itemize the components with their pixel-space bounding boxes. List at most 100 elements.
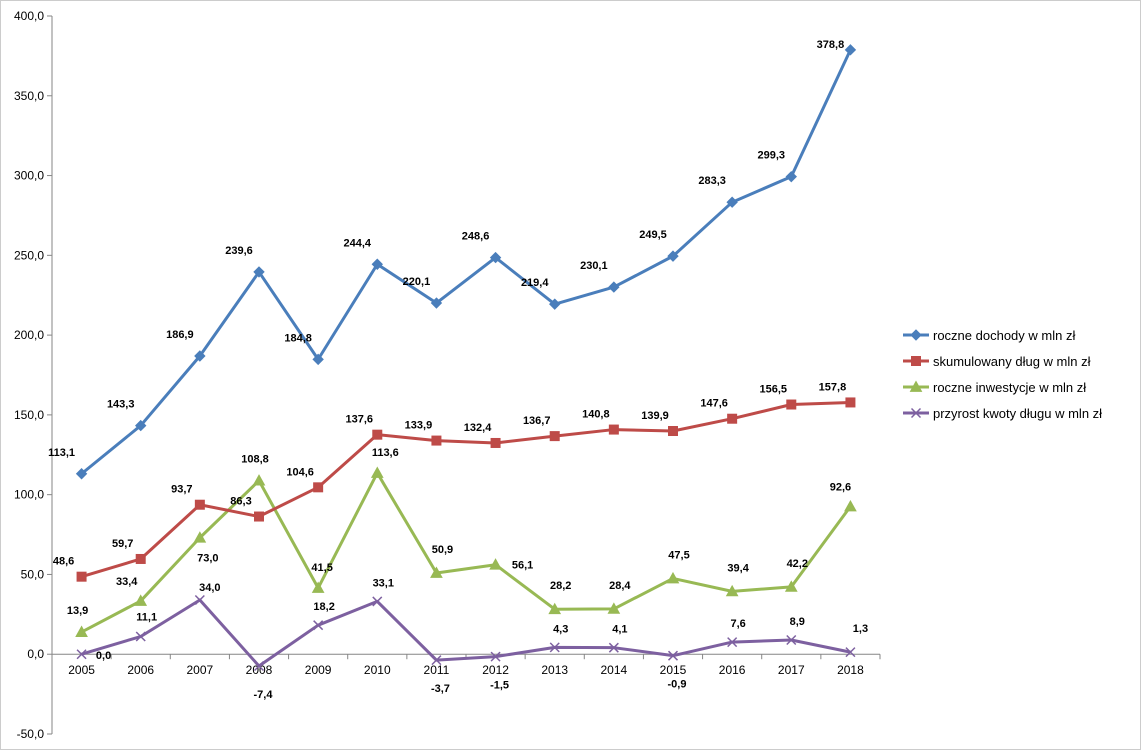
data-label: 47,5: [668, 549, 689, 561]
y-tick-label: 200,0: [14, 328, 44, 342]
data-label: -0,9: [668, 679, 687, 691]
x-tick-label: 2012: [482, 663, 509, 677]
data-label: 230,1: [580, 260, 608, 272]
y-tick-label: 400,0: [14, 9, 44, 23]
data-point: [431, 655, 442, 666]
marker-stroke: [313, 620, 324, 631]
data-label: 4,3: [553, 623, 568, 635]
data-point: [668, 426, 678, 437]
data-point: [844, 499, 857, 512]
data-point: [135, 553, 146, 564]
data-point: [371, 258, 383, 270]
data-label: 93,7: [171, 484, 192, 496]
data-label: 1,3: [853, 623, 868, 635]
x-tick-label: 2016: [719, 663, 746, 677]
marker-stroke: [76, 649, 87, 660]
series-3: [75, 466, 857, 637]
data-point: [135, 419, 147, 432]
data-point: [490, 651, 501, 662]
data-label: 140,8: [582, 409, 610, 421]
data-point: [253, 660, 265, 672]
data-label: -7,4: [254, 689, 274, 701]
data-point: [430, 297, 443, 309]
data-label: 42,2: [787, 558, 808, 570]
x-tick-label: 2005: [68, 663, 95, 677]
data-label: 0,0: [96, 650, 111, 662]
marker-stroke: [786, 634, 797, 646]
data-label: 139,9: [641, 410, 669, 422]
data-point: [311, 581, 325, 593]
data-point: [608, 424, 619, 435]
marker-stroke: [490, 651, 501, 662]
data-point: [549, 298, 561, 310]
series-4: [76, 594, 856, 672]
data-label: 8,9: [790, 616, 805, 628]
marker-stroke: [667, 650, 679, 661]
y-tick-label: 300,0: [14, 169, 44, 183]
series-line: [81, 598, 851, 668]
data-label: 41,5: [311, 562, 332, 574]
data-label: 244,4: [344, 237, 372, 249]
data-labels: 113,1 143,3 186,9 239,6 184,8 244,4 220,1 248,6…: [48, 39, 868, 701]
data-point: [252, 474, 266, 486]
data-label: 283,3: [698, 175, 726, 187]
data-point: [727, 637, 738, 648]
data-point: [370, 466, 384, 478]
legend-item: skumulowany dług w mln zł: [903, 354, 1091, 369]
data-point: [727, 413, 738, 424]
data-point: [608, 281, 620, 293]
data-point: [75, 468, 88, 480]
data-label: 28,4: [609, 580, 631, 592]
data-label: 11,1: [136, 612, 157, 624]
axes: -50,0 0,0 50,0 100,0 150,0 200,0 250,0 300,0 350…: [14, 9, 881, 741]
series-line: [80, 49, 852, 475]
data-label: 248,6: [462, 231, 490, 243]
x-tick-label: 2009: [305, 663, 332, 677]
data-label: 147,6: [700, 398, 728, 410]
data-label: 13,9: [67, 605, 88, 617]
data-label: 143,3: [107, 399, 135, 411]
data-point: [193, 531, 207, 543]
y-tick-label: 250,0: [14, 248, 44, 262]
x-tick-label: 2015: [660, 663, 687, 677]
data-label: 133,9: [405, 420, 433, 432]
data-point: [725, 584, 739, 597]
data-label: 219,4: [521, 277, 549, 289]
data-label: 33,4: [116, 576, 138, 588]
legend-item: roczne inwestycje w mln zł: [903, 380, 1086, 395]
legend-item: przyrost kwoty długu w mln zł: [903, 406, 1102, 421]
marker-stroke: [845, 647, 856, 658]
data-label: 113,6: [372, 447, 399, 459]
data-point: [76, 649, 87, 660]
data-point: [313, 620, 324, 631]
data-point: [784, 580, 798, 592]
data-point: [254, 511, 264, 522]
x-tick-label: 2017: [778, 663, 805, 677]
data-label: 156,5: [760, 384, 788, 396]
data-label: 33,1: [373, 577, 394, 589]
data-label: 34,0: [199, 582, 220, 594]
data-point: [194, 594, 205, 606]
series-line: [80, 471, 852, 634]
data-point: [548, 602, 562, 615]
data-label: 7,6: [730, 618, 745, 630]
y-tick-label: 50,0: [21, 567, 45, 581]
data-label: 4,1: [612, 624, 627, 636]
x-tick-label: 2011: [424, 663, 450, 677]
data-label: 18,2: [313, 601, 334, 613]
data-point: [666, 571, 680, 584]
data-point: [135, 631, 146, 642]
legend-marker: [911, 356, 921, 366]
data-point: [667, 250, 679, 262]
marker-stroke: [135, 631, 146, 642]
data-point: [253, 266, 265, 278]
series-line: [81, 400, 851, 579]
data-label: 157,8: [819, 381, 847, 393]
data-point: [430, 566, 443, 578]
series-layer: [75, 44, 857, 672]
data-point: [608, 642, 619, 653]
marker-stroke: [608, 642, 619, 653]
data-label: 249,5: [639, 229, 667, 241]
